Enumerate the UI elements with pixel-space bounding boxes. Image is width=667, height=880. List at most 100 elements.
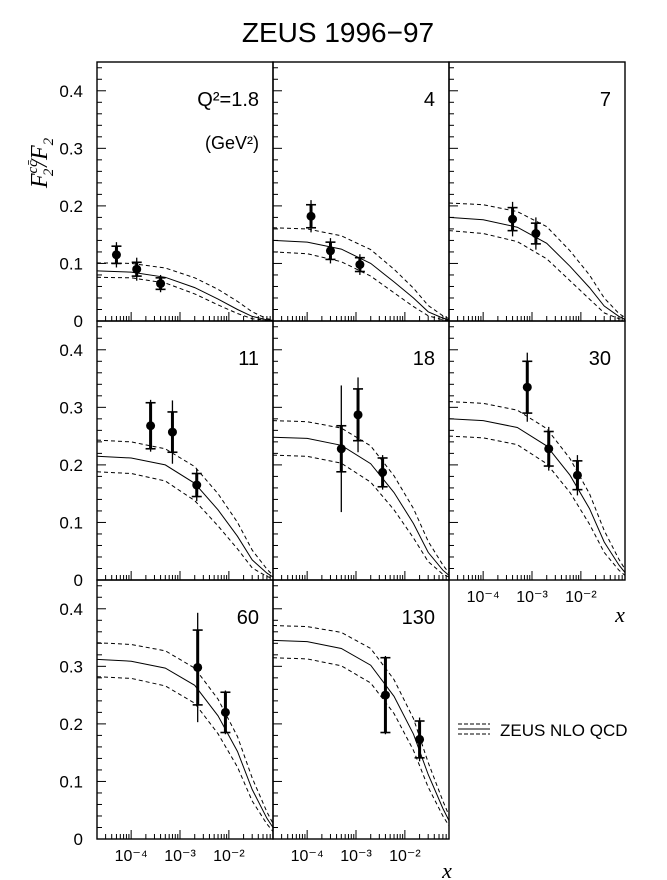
y-tick-label: 0.3 [59,398,83,417]
x-tick-label: 10⁻² [213,848,245,865]
y-tick-label: 0.2 [59,197,83,216]
y-tick-label: 0.2 [59,715,83,734]
q2-label: 4 [424,89,435,111]
y-tick-label: 0.3 [59,657,83,676]
y-tick-label: 0 [74,312,83,331]
nlo-central-curve [272,639,450,821]
panel-frame [448,61,626,322]
q2-label: 60 [237,607,259,629]
panel-4: 11 0 0.1 0.2 0.3 0.4 [59,320,274,590]
y-tick-label: 0 [74,830,83,849]
x-axis-label-bottom: x [441,858,452,880]
x-tick-label: 10⁻² [565,589,597,606]
panel-1: Q²=1.8 (GeV²) 0 0.1 0.2 0.3 0.4 [59,61,274,331]
x-tick-label: 10⁻⁴ [467,589,500,606]
x-tick-label: 10⁻³ [164,848,196,865]
data-point [353,410,363,420]
q2-label: 7 [600,89,611,111]
panel-7: 60 0 0.1 0.2 0.3 0.4 10⁻⁴ 10⁻³ 10⁻² [59,579,274,865]
y-tick-label: 0.1 [59,254,83,273]
data-point [306,211,316,221]
q2-label: 30 [589,348,611,370]
nlo-upper-band [448,401,626,570]
panel-8: 130 10⁻⁴ 10⁻³ 10⁻² [272,579,450,865]
data-point [111,250,121,260]
panel-frame [448,320,626,581]
nlo-lower-band [272,454,450,578]
legend-label: ZEUS NLO QCD [500,721,628,740]
y-tick-label: 0.4 [59,341,83,360]
panel-frame [272,579,450,840]
data-point [544,444,554,454]
svg-text:Fcc̄2/F2: Fcc̄2/F2 [25,137,57,189]
nlo-lower-band [448,435,626,576]
data-point [192,480,202,490]
nlo-upper-band [272,625,450,816]
y-tick-label: 0.4 [59,82,83,101]
data-point [336,444,346,454]
x-tick-label: 10⁻³ [516,589,548,606]
y-axis-label-sub2: 2 [41,137,57,145]
y-tick-label: 0.4 [59,600,83,619]
x-axis-label-right: x [614,602,625,627]
data-point [522,382,532,392]
data-point [355,260,365,270]
data-point [325,246,335,256]
nlo-central-curve [272,239,450,321]
q2-unit-label: (GeV²) [205,133,259,153]
nlo-lower-band [272,251,450,321]
data-point [132,264,142,274]
nlo-upper-band [96,439,274,576]
q2-label: 18 [413,348,435,370]
nlo-lower-band [272,657,450,827]
data-point [378,467,388,477]
data-point [572,470,582,480]
nlo-upper-band [272,227,450,320]
nlo-central-curve [96,270,274,321]
panel-grid: Q²=1.8 (GeV²) 0 0.1 0.2 0.3 0.4 4 7 11 0 0.1 0.2 0.3 0… [59,61,626,865]
y-axis-label: Fcc̄2/F2 [25,137,57,189]
q2-label: Q²=1.8 [197,89,259,111]
data-point [220,707,230,717]
y-axis-label-rest: /F [27,145,53,169]
nlo-upper-band [272,420,450,574]
y-tick-label: 0.3 [59,139,83,158]
y-tick-label: 0.2 [59,456,83,475]
panel-6: 30 10⁻⁴ 10⁻³ 10⁻² [448,320,626,606]
data-point [531,229,541,239]
q2-label: 130 [402,607,435,629]
nlo-central-curve [448,216,626,320]
panel-frame [272,61,450,322]
y-tick-label: 0 [74,571,83,590]
nlo-central-curve [448,418,626,573]
panel-5: 18 [272,320,450,581]
x-tick-label: 10⁻⁴ [291,848,324,865]
y-axis-label-sub: 2 [41,168,57,176]
panel-2: 4 [272,61,450,322]
y-axis-label-main: F [27,173,53,189]
nlo-lower-band [448,230,626,321]
nlo-lower-band [96,676,274,832]
data-point [415,734,425,744]
x-tick-label: 10⁻² [389,848,421,865]
nlo-central-curve [272,436,450,576]
x-tick-label: 10⁻³ [340,848,372,865]
nlo-lower-band [96,276,274,322]
nlo-upper-band [96,262,274,321]
q2-label: 11 [238,348,259,370]
chart-title: ZEUS 1996−97 [242,17,434,48]
nlo-upper-band [448,202,626,318]
y-axis-label-sup: cc̄ [25,160,41,174]
legend: ZEUS NLO QCD [458,721,628,740]
x-tick-label: 10⁻⁴ [115,848,148,865]
data-point [380,690,390,700]
nlo-upper-band [96,642,274,824]
nlo-lower-band [96,471,274,579]
data-point [167,427,177,437]
panel-3: 7 [448,61,626,322]
y-tick-label: 0.1 [59,772,83,791]
data-point [508,214,518,224]
nlo-central-curve [96,658,274,828]
y-tick-label: 0.1 [59,513,83,532]
